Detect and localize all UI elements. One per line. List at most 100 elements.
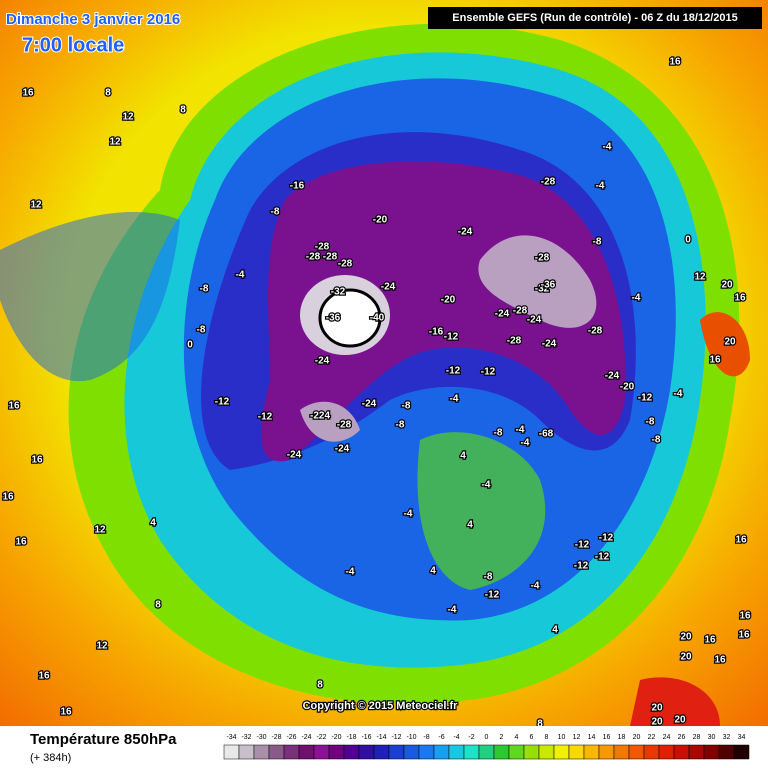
contour-label: 12 <box>109 137 121 148</box>
contour-label: -4 <box>603 142 612 153</box>
scale-label: -6 <box>438 734 444 741</box>
contour-label: -12 <box>595 552 610 563</box>
contour-label: -28 <box>337 420 352 431</box>
scale-label: 34 <box>738 734 746 741</box>
legend-title: Température 850hPa <box>30 731 177 748</box>
contour-label: -12 <box>444 332 459 343</box>
scale-swatch <box>448 744 465 760</box>
contour-label: 20 <box>674 715 686 726</box>
contour-label: -40 <box>370 313 385 324</box>
scale-swatch <box>523 744 540 760</box>
contour-label: -32 <box>331 287 346 298</box>
contour-label: 0 <box>187 340 193 351</box>
contour-label: -8 <box>652 435 661 446</box>
contour-label: -4 <box>632 293 641 304</box>
scale-swatch <box>583 744 600 760</box>
contour-label: -28 <box>535 253 550 264</box>
contour-label: -28 <box>541 177 556 188</box>
contour-label: 8 <box>180 105 186 116</box>
scale-swatch <box>613 744 630 760</box>
contour-label: 12 <box>94 525 106 536</box>
contour-label: -8 <box>494 428 503 439</box>
contour-label: -4 <box>346 567 355 578</box>
contour-label: 16 <box>714 655 726 666</box>
contour-label: -24 <box>495 309 510 320</box>
contour-label: 16 <box>22 88 34 99</box>
scale-swatch <box>733 744 750 760</box>
scale-label: 26 <box>678 734 686 741</box>
contour-label: -224 <box>310 411 330 422</box>
contour-label: -28 <box>306 252 321 263</box>
scale-swatch <box>223 744 240 760</box>
scale-label: 10 <box>558 734 566 741</box>
contour-label: -12 <box>574 561 589 572</box>
scale-swatch <box>238 744 255 760</box>
contour-label: 20 <box>651 703 663 714</box>
polar-core-east <box>478 235 597 328</box>
scale-swatch <box>508 744 525 760</box>
contour-label: -16 <box>429 327 444 338</box>
scale-label: -24 <box>301 734 311 741</box>
contour-label: -68 <box>539 429 554 440</box>
scale-swatch <box>673 744 690 760</box>
contour-label: -28 <box>338 259 353 270</box>
contour-label: -4 <box>674 389 683 400</box>
contour-label: -4 <box>448 605 457 616</box>
contour-label: -4 <box>450 394 459 405</box>
scale-label: -32 <box>241 734 251 741</box>
contour-label: -24 <box>362 399 377 410</box>
contour-label: 16 <box>38 671 50 682</box>
scale-swatch <box>628 744 645 760</box>
contour-label: 16 <box>738 630 750 641</box>
contour-label: 16 <box>669 57 681 68</box>
contour-label: 12 <box>694 272 706 283</box>
contour-label: -28 <box>588 326 603 337</box>
scale-label: -28 <box>271 734 281 741</box>
scale-swatch <box>493 744 510 760</box>
copyright: Copyright © 2015 Meteociel.fr <box>303 700 459 712</box>
contour-label: -28 <box>507 336 522 347</box>
contour-label: 4 <box>150 518 156 529</box>
contour-label: -24 <box>381 282 396 293</box>
contour-label: -32 <box>535 284 550 295</box>
contour-label: 16 <box>2 492 14 503</box>
contour-label: -28 <box>315 242 330 253</box>
contour-label: -8 <box>271 207 280 218</box>
contour-label: 16 <box>60 707 72 718</box>
contour-label: -8 <box>646 417 655 428</box>
scale-swatch <box>658 744 675 760</box>
scale-label: -12 <box>391 734 401 741</box>
scale-label: 18 <box>618 734 626 741</box>
warm-zone-east <box>700 312 750 377</box>
contour-label: -24 <box>542 339 557 350</box>
scale-swatch <box>598 744 615 760</box>
contour-label: 4 <box>430 566 436 577</box>
contour-label: -8 <box>396 420 405 431</box>
contour-label: 20 <box>721 280 733 291</box>
contour-label: 16 <box>739 611 751 622</box>
contour-label: -4 <box>482 480 491 491</box>
contour-label: 20 <box>680 652 692 663</box>
scale-swatch <box>253 744 270 760</box>
contour-label: -28 <box>513 306 528 317</box>
contour-label: -28 <box>323 252 338 263</box>
contour-label: -24 <box>527 315 542 326</box>
scale-label: -4 <box>453 734 459 741</box>
contour-label: -20 <box>373 215 388 226</box>
scale-label: 6 <box>530 734 534 741</box>
contour-label: -4 <box>236 270 245 281</box>
contour-label: -20 <box>620 382 635 393</box>
scale-swatch <box>298 744 315 760</box>
scale-label: 22 <box>648 734 656 741</box>
continent-cold <box>0 211 180 382</box>
contour-label: -12 <box>638 393 653 404</box>
scale-label: -22 <box>316 734 326 741</box>
contour-label: 8 <box>537 719 543 730</box>
scale-swatch <box>568 744 585 760</box>
scale-label: 4 <box>515 734 519 741</box>
contour-label: -24 <box>315 356 330 367</box>
contour-label: 4 <box>467 520 473 531</box>
contour-label: 4 <box>460 451 466 462</box>
scale-swatch <box>688 744 705 760</box>
